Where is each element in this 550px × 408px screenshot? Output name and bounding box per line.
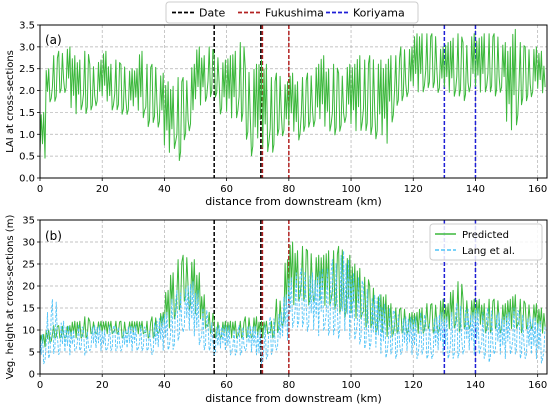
panel-b-x-axis-label: distance from downstream (km) (205, 392, 382, 405)
panel-a-series-line-0 (39, 28, 546, 161)
panel-a-y-tick-label: 0.0 (19, 174, 35, 185)
legend-date-label: Date (199, 7, 226, 20)
panel-a-y-tick-label: 1.5 (19, 108, 35, 119)
panel-a-x-axis-label: distance from downstream (km) (205, 195, 382, 208)
panel-a-y-tick-label: 2.5 (19, 64, 35, 75)
panel-b-x-tick-label: 60 (220, 380, 233, 391)
legend-fukushima-label: Fukushima (265, 7, 324, 20)
panel-b-y-axis-label: Veg. height at cross-sections (m) (5, 215, 16, 380)
panel-a-y-tick-label: 3.5 (19, 21, 35, 32)
panel-b: 0 20 40 60 80 100 120 140 160 0 5 10 15 20 25 30 35 (b)… (5, 215, 548, 405)
panel-a-x-tick-label: 80 (282, 184, 295, 195)
panel-a-x-tick-label: 100 (341, 184, 360, 195)
panel-b-y-tick-label: 5 (29, 348, 35, 359)
panel-a-label: (a) (45, 33, 62, 47)
panel-b-y-tick-label: 25 (22, 260, 35, 271)
panel-b-y-tick-label: 30 (22, 238, 35, 249)
panel-b-y-tick-label: 10 (22, 326, 35, 337)
panel-a-x-tick-label: 40 (158, 184, 171, 195)
panel-b-x-tick-label: 0 (37, 380, 43, 391)
panel-a-frame (39, 24, 548, 179)
panel-b-x-tick-label: 80 (282, 380, 295, 391)
panel-b-y-tick-label: 35 (22, 216, 35, 227)
panel-a-x-tick-label: 160 (528, 184, 547, 195)
panel-b-x-tick-label: 40 (158, 380, 171, 391)
panel-b-y-tick-label: 0 (29, 370, 35, 381)
panel-b-x-tick-label: 100 (341, 380, 360, 391)
panel-b-legend: Predicted Lang et al. (429, 223, 543, 261)
panel-a-x-tick-label: 140 (466, 184, 485, 195)
panel-b-series (39, 241, 546, 365)
panel-a-y-ticks: 0.0 0.5 1.0 1.5 2.0 2.5 3.0 3.5 (19, 21, 40, 185)
panel-b-x-tick-label: 120 (404, 380, 423, 391)
panel-b-frame (39, 219, 548, 375)
panel-a-event-lines (213, 25, 477, 178)
panel-b-y-tick-label: 20 (22, 282, 35, 293)
panel-a: 0 20 40 60 80 100 120 140 160 0.0 0.5 1.0 1.5 2.0 2.5… (5, 21, 548, 208)
panel-a-y-tick-label: 0.5 (19, 152, 35, 163)
panel-b-x-tick-label: 140 (466, 380, 485, 391)
panel-b-legend-frame (429, 223, 543, 261)
legend-koriyama-label: Koriyama (353, 7, 405, 20)
panel-a-x-tick-label: 0 (37, 184, 43, 195)
panel-b-x-ticks: 0 20 40 60 80 100 120 140 160 (37, 374, 547, 391)
panel-a-x-tick-label: 60 (220, 184, 233, 195)
top-legend-frame (165, 1, 419, 24)
panel-a-x-tick-label: 120 (404, 184, 423, 195)
panel-a-y-axis-label: LAI at cross-sections (5, 50, 16, 153)
panel-b-x-tick-label: 160 (528, 380, 547, 391)
panel-a-x-ticks: 0 20 40 60 80 100 120 140 160 (37, 178, 547, 195)
panel-b-y-tick-label: 15 (22, 304, 35, 315)
panel-b-label: (b) (45, 229, 62, 243)
top-legend: Date Fukushima Koriyama (165, 1, 419, 24)
panel-b-y-ticks: 0 5 10 15 20 25 30 35 (22, 216, 40, 381)
panel-a-y-tick-label: 1.0 (19, 130, 35, 141)
panel-a-series (39, 28, 546, 161)
legend-lang-label: Lang et al. (462, 246, 515, 257)
panel-b-x-tick-label: 20 (96, 380, 109, 391)
panel-a-y-tick-label: 2.0 (19, 86, 35, 97)
legend-predicted-label: Predicted (462, 230, 509, 241)
panel-a-y-tick-label: 3.0 (19, 42, 35, 53)
panel-a-x-tick-label: 20 (96, 184, 109, 195)
panel-b-series-line-1 (39, 250, 546, 365)
